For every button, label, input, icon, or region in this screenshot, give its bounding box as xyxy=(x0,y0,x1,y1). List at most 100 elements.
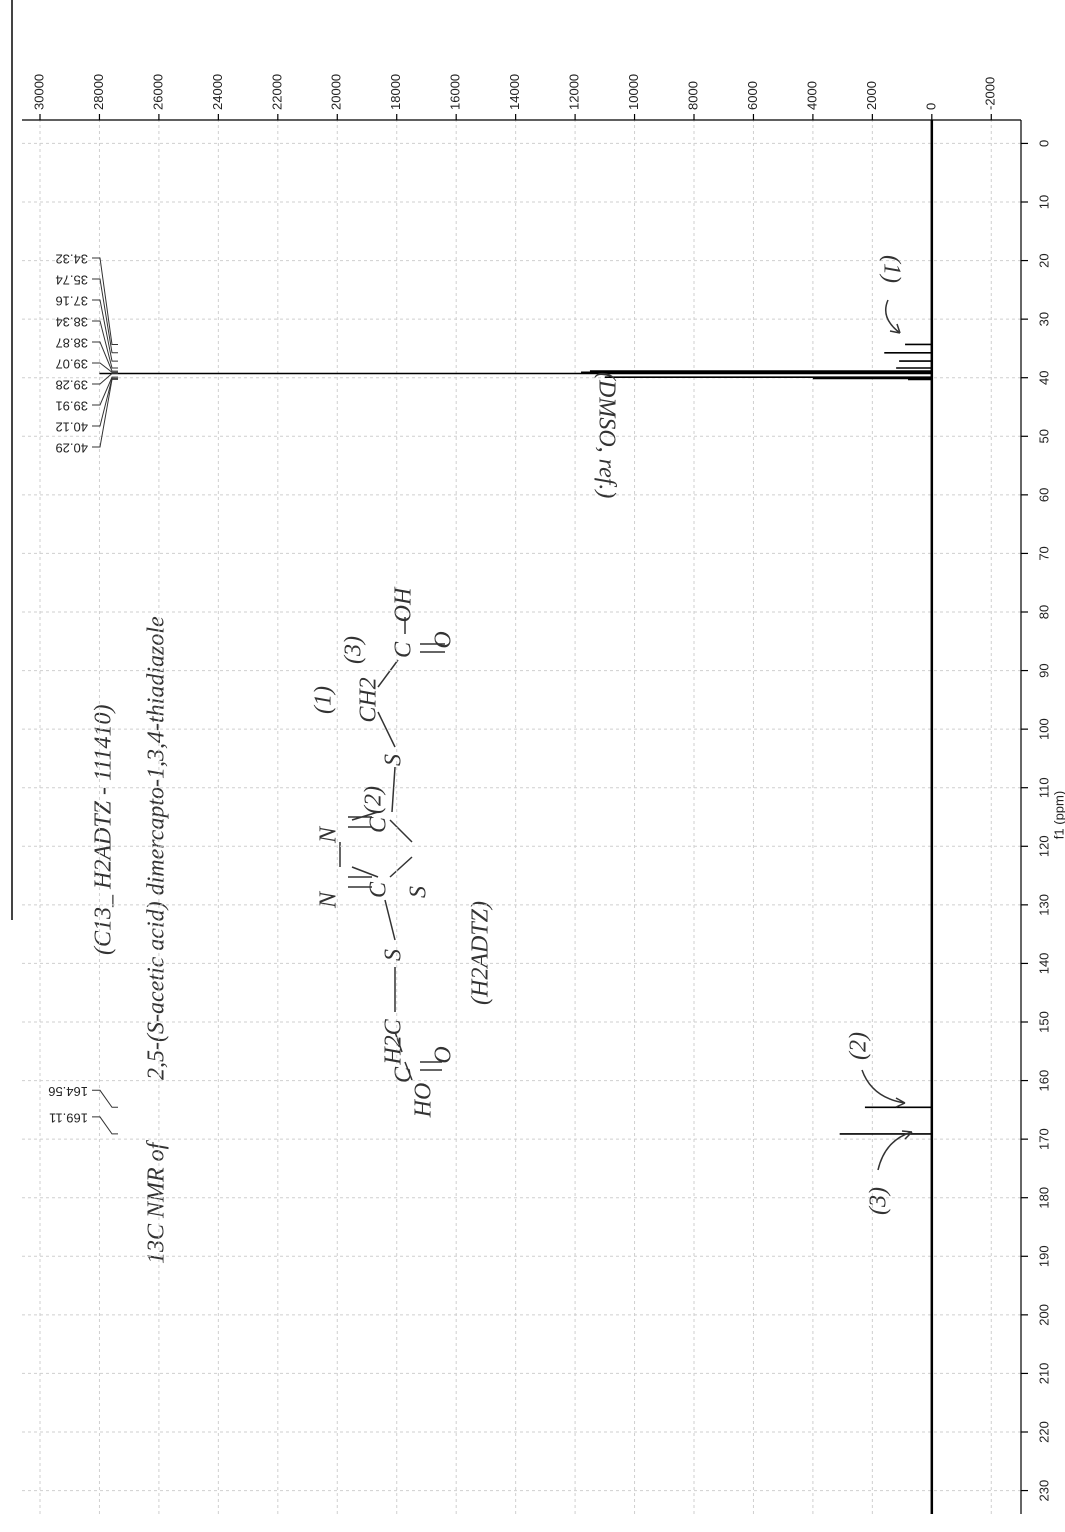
plot: f1 (ppm) (C13_ H2ADTZ - 111410) 2,5-(S-a… xyxy=(22,74,1065,1514)
peak-label: 39.91 xyxy=(55,399,88,414)
structure-label: S xyxy=(381,754,407,766)
abbreviation-note: (H2ADTZ) xyxy=(468,901,494,1005)
peak-leader xyxy=(92,1116,118,1135)
y-tick-label: 26000 xyxy=(150,74,165,110)
structure-label: O xyxy=(431,631,457,648)
structure-label: (1) xyxy=(311,686,337,714)
peak-label: 38.34 xyxy=(55,315,88,330)
peak-leader xyxy=(92,299,118,362)
peak-label: 40.29 xyxy=(55,441,88,456)
peak-label: 39.07 xyxy=(55,357,88,372)
x-tick-label: 90 xyxy=(1036,663,1051,677)
peak-leader xyxy=(92,362,118,373)
structure-label: (3) xyxy=(341,636,367,664)
x-tick-label: 20 xyxy=(1036,253,1051,267)
structure-bonds xyxy=(339,617,445,1081)
peak-leader xyxy=(92,376,118,406)
structure-label: (2) xyxy=(361,786,387,814)
peak-leader xyxy=(92,1089,118,1108)
compound-note: 2,5-(S-acetic acid) dimercapto-1,3,4-thi… xyxy=(144,616,170,1080)
structure-label: OH xyxy=(391,586,417,622)
peak-leader xyxy=(92,373,118,385)
peak-leader xyxy=(92,378,118,448)
x-tick-label: 120 xyxy=(1036,835,1051,857)
structure-label: C xyxy=(391,641,417,658)
structure-label: C xyxy=(366,816,392,833)
tag-arrow xyxy=(861,1069,906,1108)
y-tick-label: 6000 xyxy=(745,81,760,110)
x-tick-label: 200 xyxy=(1036,1304,1051,1326)
peak-label: 164.56 xyxy=(48,1084,88,1099)
structure-label: C xyxy=(391,1066,417,1083)
tag-arrow xyxy=(885,299,901,334)
y-tick-label: 30000 xyxy=(31,74,46,110)
peak-leader xyxy=(92,320,118,369)
y-tick-label: 8000 xyxy=(685,81,700,110)
x-tick-label: 0 xyxy=(1036,140,1051,147)
reference-note: (DMSO, ref.) xyxy=(593,372,619,498)
x-tick-label: 220 xyxy=(1036,1421,1051,1443)
y-tick-label: 22000 xyxy=(269,74,284,110)
structure-label: H2C xyxy=(381,1018,407,1065)
peak-tag: (3) xyxy=(866,1187,892,1215)
peak-leader xyxy=(92,278,118,354)
structure-label: O xyxy=(431,1046,457,1063)
x-tick-label: 80 xyxy=(1036,605,1051,619)
tags: (DMSO, ref.) (1) (2) (3) xyxy=(593,255,913,1215)
x-tick-label: 70 xyxy=(1036,546,1051,560)
structure-label: HO xyxy=(411,1083,437,1119)
y-tick-label: -2000 xyxy=(983,77,998,110)
x-tick-label: 160 xyxy=(1036,1070,1051,1092)
peak-label: 34.32 xyxy=(55,252,88,267)
structure-label: CH2 xyxy=(356,677,382,722)
tag-arrow xyxy=(877,1130,913,1171)
x-tick-label: 210 xyxy=(1036,1363,1051,1385)
y-tick-label: 4000 xyxy=(804,81,819,110)
x-tick-label: 140 xyxy=(1036,953,1051,975)
x-tick-label: 180 xyxy=(1036,1187,1051,1209)
y-tick-label: 20000 xyxy=(329,74,344,110)
structure-label: C xyxy=(366,881,392,898)
y-tick-label: 24000 xyxy=(210,74,225,110)
y-tick-label: 16000 xyxy=(448,74,463,110)
x-tick-label: 50 xyxy=(1036,429,1051,443)
peak-label: 38.87 xyxy=(55,336,88,351)
x-tick-label: 60 xyxy=(1036,488,1051,502)
x-tick-label: 110 xyxy=(1036,777,1051,798)
x-tick-label: 150 xyxy=(1036,1011,1051,1033)
x-tick-label: 130 xyxy=(1036,894,1051,916)
peak-label: 40.12 xyxy=(55,420,88,435)
y-tick-label: 18000 xyxy=(388,74,403,110)
peak-label: 37.16 xyxy=(55,294,88,309)
x-tick-label: 190 xyxy=(1036,1245,1051,1267)
x-tick-label: 40 xyxy=(1036,370,1051,384)
sample-note: (C13_ H2ADTZ - 111410) xyxy=(91,705,117,955)
structure-label: N xyxy=(316,890,342,909)
method-note: 13C NMR of xyxy=(144,1139,170,1264)
y-tick-label: 14000 xyxy=(507,74,522,110)
y-tick-label: 0 xyxy=(923,103,938,110)
x-tick-label: 100 xyxy=(1036,718,1051,740)
y-tick-label: 12000 xyxy=(567,74,582,110)
peak-tag: (1) xyxy=(878,255,904,283)
y-tick-label: 10000 xyxy=(626,74,641,110)
peak-leader xyxy=(92,257,118,345)
peak-label: 169.11 xyxy=(49,1110,88,1125)
peak-leader xyxy=(92,377,118,427)
x-tick-label: 30 xyxy=(1036,312,1051,326)
x-tick-label: 230 xyxy=(1036,1480,1051,1502)
x-axis-label: f1 (ppm) xyxy=(1051,791,1065,839)
x-tick-label: 10 xyxy=(1036,195,1051,209)
structure-label: S xyxy=(406,886,432,898)
peak-label: 35.74 xyxy=(55,273,88,288)
x-tick-label: 170 xyxy=(1036,1128,1051,1150)
peak-tag: (2) xyxy=(846,1032,872,1060)
structure-label: N xyxy=(316,825,342,844)
y-tick-label: 2000 xyxy=(864,81,879,110)
peak-leader xyxy=(92,341,118,372)
structure-label: S xyxy=(381,949,407,961)
y-tick-label: 28000 xyxy=(91,74,106,110)
